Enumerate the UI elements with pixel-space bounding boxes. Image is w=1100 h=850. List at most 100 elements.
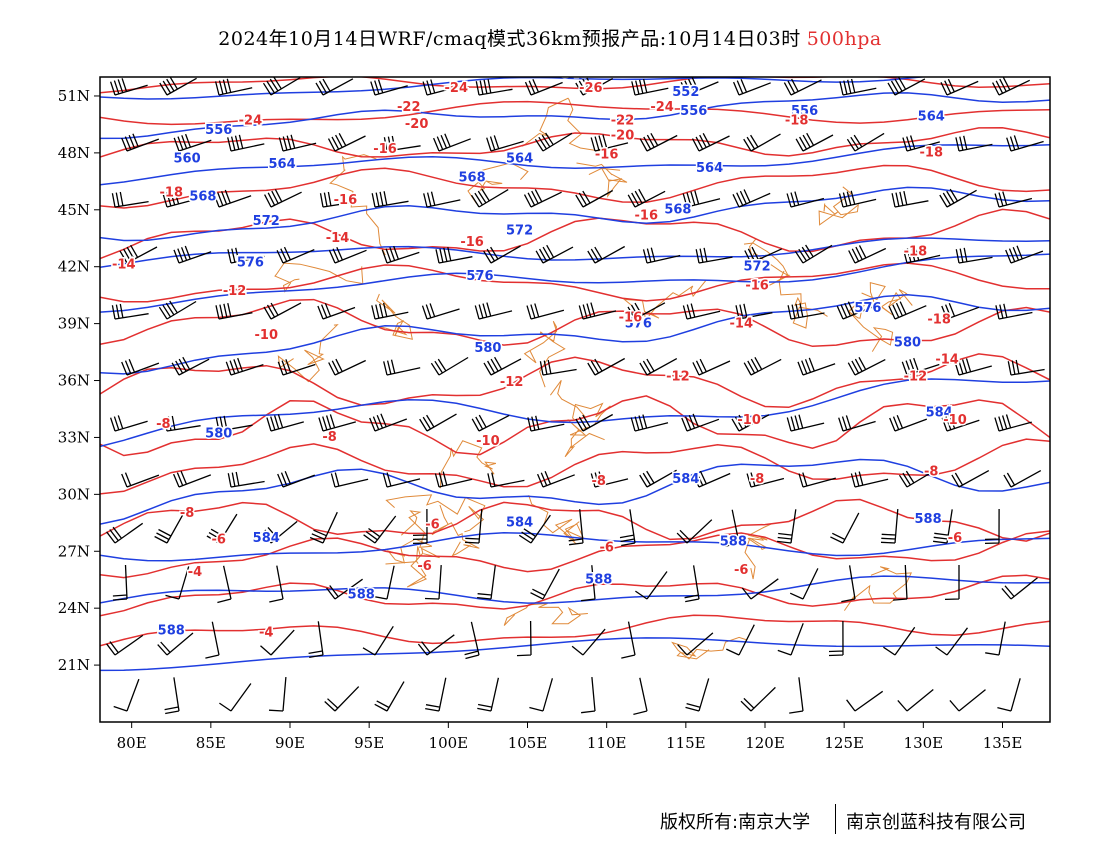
temperature-label: -6	[417, 559, 431, 574]
height-label: 556	[791, 104, 818, 119]
wind-barb	[227, 247, 265, 264]
height-label: 572	[253, 214, 280, 229]
temperature-contour	[100, 395, 1050, 457]
wind-barb	[889, 414, 928, 432]
wind-barb	[217, 565, 232, 604]
wind-barb	[743, 356, 782, 376]
wind-barb	[880, 509, 899, 544]
temperature-label: -8	[750, 472, 764, 487]
wind-barb	[524, 78, 563, 96]
boundary-line	[528, 494, 585, 545]
wind-barb	[227, 471, 265, 488]
height-label: 548	[561, 66, 588, 81]
wind-barb	[154, 512, 185, 544]
x-tick-label: 125E	[824, 734, 864, 752]
wind-barb	[723, 509, 740, 547]
wind-barb	[891, 190, 929, 208]
height-label: 552	[672, 85, 699, 100]
boundary-line	[564, 419, 605, 458]
wind-barb	[744, 246, 783, 264]
wind-barb	[328, 246, 367, 264]
height-label: 556	[680, 104, 707, 119]
wind-barb	[317, 303, 356, 320]
wind-barb	[741, 578, 779, 600]
height-label: 580	[894, 335, 921, 350]
wind-barb	[692, 358, 731, 376]
height-label: 568	[664, 203, 691, 218]
wind-barb	[994, 191, 1033, 208]
temperature-label: -22	[611, 113, 635, 128]
wind-barb	[206, 513, 238, 544]
wind-barb	[529, 678, 554, 712]
y-tick-label: 36N	[58, 372, 90, 390]
temperature-label: -18	[160, 186, 184, 201]
wind-barb	[157, 632, 194, 656]
wind-barb	[836, 301, 875, 320]
wind-barb	[1007, 359, 1045, 376]
temperature-label: -16	[334, 193, 358, 208]
boundary-line	[861, 282, 913, 316]
temperature-label: -4	[188, 565, 202, 580]
wind-barb	[278, 134, 317, 152]
wind-barb	[695, 247, 733, 264]
x-tick-label: 120E	[745, 734, 785, 752]
wind-barb	[109, 415, 148, 432]
temperature-label: -16	[460, 235, 484, 250]
wind-barb	[681, 413, 720, 432]
wind-barb	[955, 247, 993, 264]
wind-barb	[534, 132, 573, 152]
wind-barb	[159, 77, 197, 96]
height-label: 584	[926, 406, 953, 421]
height-contour	[100, 458, 1050, 525]
credit-university: 版权所有:南京大学	[660, 812, 811, 833]
wind-barb	[205, 621, 220, 659]
boundary-line	[847, 301, 894, 352]
height-label: 584	[506, 516, 533, 531]
wind-barb	[383, 135, 421, 152]
wind-barb	[944, 565, 960, 601]
wind-barb	[994, 414, 1032, 432]
wind-barb	[735, 303, 773, 320]
wind-barb	[425, 677, 447, 712]
temperature-contour	[100, 498, 1050, 542]
wind-barb	[371, 302, 409, 320]
boundary-line	[503, 603, 588, 626]
height-label: 588	[585, 573, 612, 588]
temperature-label: -4	[259, 626, 273, 641]
wind-barb	[227, 134, 265, 152]
wind-barb	[575, 189, 614, 208]
temperature-label: -6	[599, 540, 613, 555]
temperature-label: -18	[927, 313, 951, 328]
geopotential-height-contours	[100, 77, 1050, 672]
wind-barb	[121, 358, 160, 376]
x-tick-label: 115E	[666, 734, 706, 752]
wind-barb	[631, 78, 669, 96]
temperature-label: -10	[255, 328, 279, 343]
height-label: 568	[189, 189, 216, 204]
temperature-label: -14	[112, 258, 136, 273]
boundary-line	[622, 279, 707, 322]
wind-barb	[941, 303, 980, 320]
wind-barb	[1005, 245, 1044, 264]
temperature-label: -8	[180, 506, 194, 521]
wind-barb	[477, 565, 496, 600]
wind-barb	[324, 686, 360, 712]
wind-barb	[587, 357, 626, 376]
credit-company: 南京创蓝科技有限公司	[846, 812, 1026, 833]
wind-barb	[740, 686, 776, 712]
temperature-label: -6	[948, 531, 962, 546]
wind-barb	[939, 188, 977, 208]
wind-barb	[419, 413, 457, 432]
height-label: 564	[269, 157, 296, 172]
boundary-line	[778, 270, 828, 329]
map-title: 2024年10月14日WRF/cmaq模式36km预报产品:10月14日03时 5…	[0, 24, 1100, 51]
wind-barb	[276, 246, 315, 264]
wind-barb	[797, 357, 836, 376]
boundary-line	[329, 154, 386, 256]
wind-barb	[219, 683, 252, 712]
wind-barb	[464, 621, 480, 660]
height-label: 580	[474, 341, 501, 356]
wind-barb	[309, 511, 338, 544]
wind-barb	[435, 246, 473, 264]
height-contour	[100, 253, 1050, 313]
